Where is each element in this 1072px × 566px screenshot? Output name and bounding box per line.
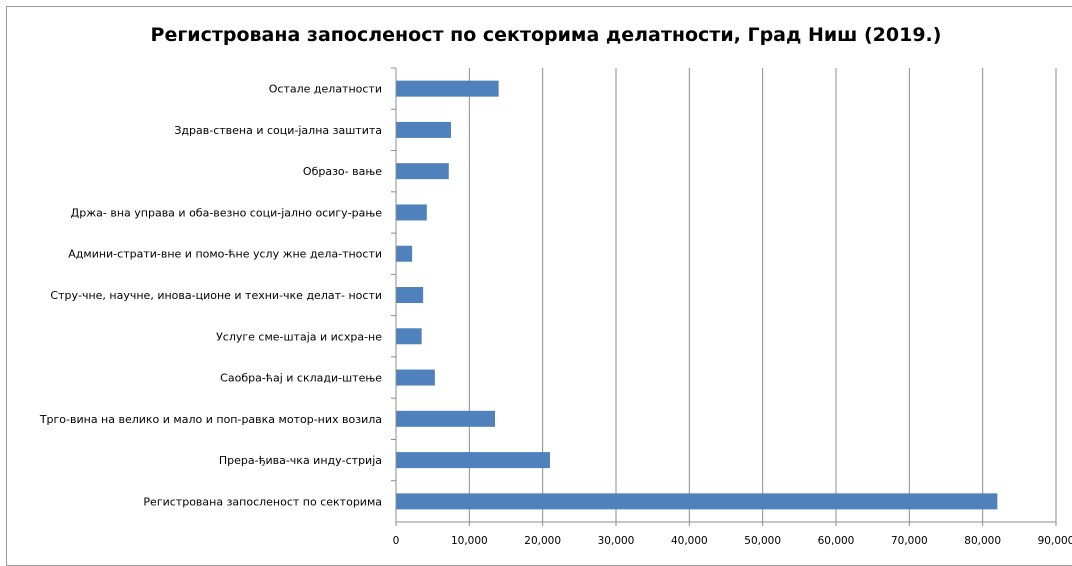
x-tick-label: 10,000 [451, 535, 488, 547]
bar [396, 369, 435, 386]
category-label: Трго-вина на велико и мало и поп-равка м… [39, 413, 382, 426]
bar [396, 410, 495, 427]
x-tick-label: 80,000 [964, 535, 1001, 547]
chart-frame [6, 6, 1072, 566]
x-tick-label: 20,000 [524, 535, 561, 547]
x-tick-label: 70,000 [891, 535, 928, 547]
category-label: Саобра-ћај и склади-штење [220, 372, 382, 385]
category-label: Образо- вање [303, 165, 382, 178]
chart-title: Регистрована запосленост по секторима де… [150, 24, 942, 46]
x-tick-label: 0 [393, 535, 400, 547]
category-label: Услуге сме-штаја и исхра-не [216, 330, 382, 343]
category-labels: Остале делатности Здрав-ствена и соци-јал… [39, 83, 382, 509]
x-tick-label: 90,000 [1038, 535, 1072, 547]
bar [396, 121, 451, 138]
bar [396, 452, 550, 469]
category-label: Стру-чне, научне, инова-ционе и техни-чк… [50, 289, 382, 302]
x-tick-label: 60,000 [818, 535, 855, 547]
bar [396, 287, 424, 303]
category-label: Држа- вна управа и оба-везно соци-јално … [71, 206, 383, 219]
bars [396, 80, 998, 510]
bar [396, 493, 998, 510]
category-label: Здрав-ствена и соци-јална заштита [174, 124, 382, 137]
bar [396, 80, 499, 97]
category-label: Прера-ђива-чка инду-стрија [219, 454, 382, 467]
x-tick-labels: 0 10,000 20,000 30,000 40,000 50,000 60,000 70,… [393, 535, 1072, 547]
x-tick-label: 40,000 [671, 535, 708, 547]
bar [396, 163, 449, 180]
x-tick-label: 50,000 [744, 535, 781, 547]
bar [396, 204, 427, 221]
category-label: Админи-страти-вне и помо-ћне услу жне де… [68, 248, 382, 261]
x-tick-label: 30,000 [598, 535, 635, 547]
category-label: Регистрована запосленост по секторима [143, 495, 382, 508]
category-label: Остале делатности [269, 83, 382, 96]
bar [396, 245, 413, 262]
gridlines [468, 68, 1057, 522]
axes [391, 67, 1057, 526]
bar [396, 328, 422, 345]
bar-chart: Остале делатности Здрав-ствена и соци-јал… [39, 67, 1072, 547]
